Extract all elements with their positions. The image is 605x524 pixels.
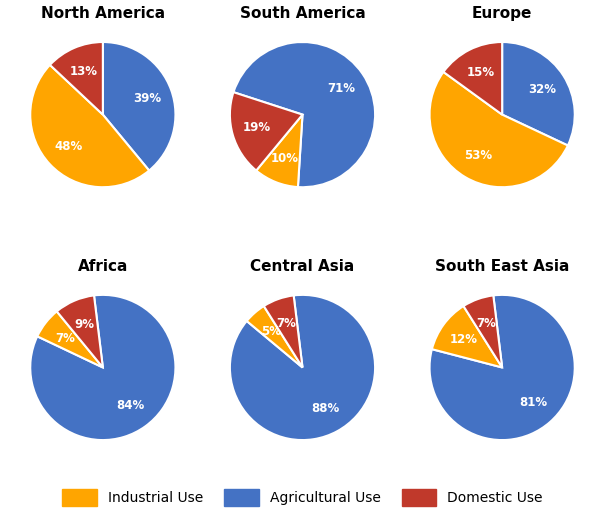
Wedge shape bbox=[230, 295, 375, 440]
Wedge shape bbox=[38, 311, 103, 367]
Text: 7%: 7% bbox=[476, 316, 496, 330]
Text: 71%: 71% bbox=[327, 82, 356, 95]
Wedge shape bbox=[30, 65, 149, 187]
Wedge shape bbox=[430, 72, 568, 187]
Text: 15%: 15% bbox=[466, 66, 495, 79]
Text: 19%: 19% bbox=[243, 121, 271, 134]
Title: North America: North America bbox=[41, 6, 165, 21]
Wedge shape bbox=[50, 42, 103, 115]
Text: 39%: 39% bbox=[133, 92, 162, 105]
Title: Africa: Africa bbox=[77, 259, 128, 274]
Text: 13%: 13% bbox=[70, 65, 98, 78]
Title: South East Asia: South East Asia bbox=[435, 259, 569, 274]
Wedge shape bbox=[432, 306, 502, 367]
Text: 84%: 84% bbox=[116, 399, 145, 412]
Wedge shape bbox=[257, 115, 302, 187]
Text: 5%: 5% bbox=[261, 325, 281, 339]
Wedge shape bbox=[230, 92, 302, 170]
Text: 7%: 7% bbox=[56, 332, 76, 345]
Text: 88%: 88% bbox=[311, 402, 339, 416]
Text: 7%: 7% bbox=[276, 316, 296, 330]
Wedge shape bbox=[57, 296, 103, 367]
Title: Europe: Europe bbox=[472, 6, 532, 21]
Text: 32%: 32% bbox=[528, 83, 556, 96]
Wedge shape bbox=[247, 306, 302, 367]
Text: 53%: 53% bbox=[464, 149, 492, 162]
Wedge shape bbox=[430, 295, 575, 440]
Wedge shape bbox=[443, 42, 502, 115]
Title: South America: South America bbox=[240, 6, 365, 21]
Text: 81%: 81% bbox=[519, 397, 548, 409]
Wedge shape bbox=[463, 296, 502, 367]
Text: 9%: 9% bbox=[74, 318, 94, 331]
Wedge shape bbox=[502, 42, 575, 146]
Text: 48%: 48% bbox=[54, 140, 82, 154]
Legend: Industrial Use, Agricultural Use, Domestic Use: Industrial Use, Agricultural Use, Domest… bbox=[56, 484, 549, 512]
Wedge shape bbox=[264, 296, 302, 367]
Title: Central Asia: Central Asia bbox=[250, 259, 355, 274]
Text: 12%: 12% bbox=[450, 333, 478, 346]
Wedge shape bbox=[234, 42, 375, 187]
Wedge shape bbox=[30, 295, 175, 440]
Wedge shape bbox=[103, 42, 175, 170]
Text: 10%: 10% bbox=[271, 152, 299, 165]
